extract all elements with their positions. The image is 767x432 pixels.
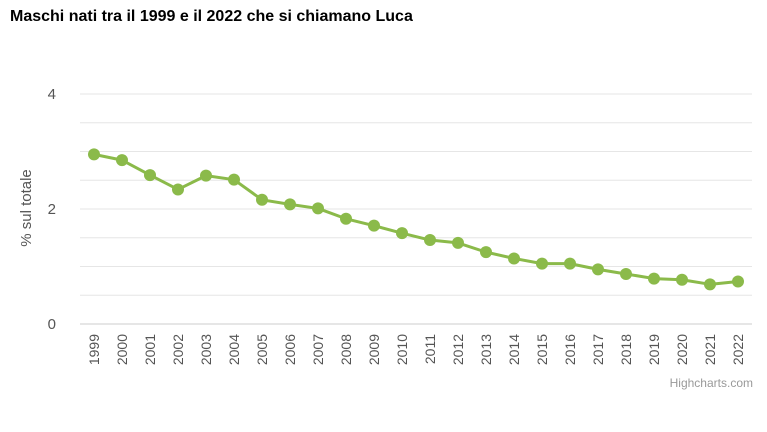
highcharts-credit[interactable]: Highcharts.com [669, 376, 753, 390]
x-tick-label: 2009 [366, 334, 382, 365]
x-tick-label: 2004 [226, 334, 242, 365]
chart-title: Maschi nati tra il 1999 e il 2022 che si… [10, 8, 413, 25]
data-point[interactable] [256, 193, 268, 206]
data-point[interactable] [228, 173, 240, 186]
x-tick-labels: 1999 2000 2001 2002 2003 2004 2005 2006 2007 2008… [86, 334, 746, 365]
data-point[interactable] [564, 257, 576, 270]
data-point[interactable] [480, 246, 492, 259]
x-tick-label: 2002 [170, 334, 186, 365]
x-tick-label: 2015 [534, 334, 550, 365]
data-point[interactable] [116, 154, 128, 167]
x-tick-label: 1999 [86, 334, 102, 365]
data-point[interactable] [88, 148, 100, 161]
x-tick-label: 2007 [310, 334, 326, 365]
data-point[interactable] [312, 202, 324, 215]
x-tick-label: 2022 [730, 334, 746, 365]
series-line [92, 152, 740, 286]
data-point[interactable] [340, 212, 352, 225]
y-axis-label: % sul totale [18, 169, 35, 247]
y-tick-labels: 0 2 4 [48, 86, 56, 333]
data-point[interactable] [536, 257, 548, 270]
data-point[interactable] [144, 169, 156, 182]
data-point[interactable] [200, 169, 212, 182]
x-tick-label: 2010 [394, 334, 410, 365]
x-tick-label: 2008 [338, 334, 354, 365]
data-point[interactable] [452, 236, 464, 249]
data-point[interactable] [284, 198, 296, 211]
data-point[interactable] [508, 252, 520, 265]
x-tick-label: 2006 [282, 334, 298, 365]
x-tick-label: 2003 [198, 334, 214, 365]
x-tick-label: 2000 [114, 334, 130, 365]
x-tick-label: 2016 [562, 334, 578, 365]
data-point[interactable] [592, 263, 604, 276]
y-tick-label: 0 [48, 316, 56, 333]
x-tick-label: 2012 [450, 334, 466, 365]
x-tick-label: 2020 [674, 334, 690, 365]
data-point[interactable] [732, 275, 744, 288]
data-point[interactable] [704, 278, 716, 291]
data-point[interactable] [396, 227, 408, 240]
y-tick-label: 2 [48, 201, 56, 218]
x-tick-label: 2021 [702, 334, 718, 365]
data-point[interactable] [676, 273, 688, 286]
data-point[interactable] [620, 267, 632, 280]
x-tick-label: 2019 [646, 334, 662, 365]
y-tick-label: 4 [48, 86, 56, 103]
data-point[interactable] [424, 234, 436, 247]
data-point[interactable] [368, 219, 380, 232]
x-tick-label: 2005 [254, 334, 270, 365]
series-luca [88, 148, 744, 291]
x-tick-label: 2017 [590, 334, 606, 365]
data-point[interactable] [648, 272, 660, 285]
x-tick-label: 2001 [142, 334, 158, 365]
grid-lines [80, 93, 752, 325]
x-tick-label: 2014 [506, 334, 522, 365]
x-tick-label: 2011 [422, 334, 438, 364]
data-point[interactable] [172, 183, 184, 196]
x-tick-label: 2013 [478, 334, 494, 365]
x-tick-label: 2018 [618, 334, 634, 365]
